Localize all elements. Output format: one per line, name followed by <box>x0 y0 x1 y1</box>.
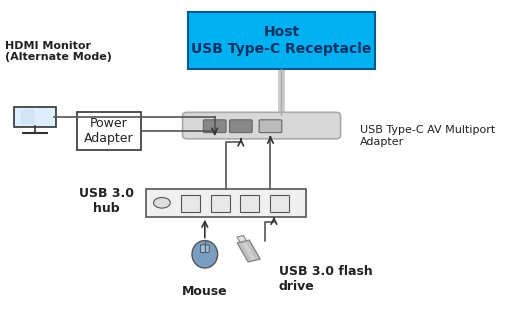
FancyBboxPatch shape <box>240 195 259 212</box>
Circle shape <box>153 197 170 208</box>
FancyBboxPatch shape <box>270 195 289 212</box>
FancyBboxPatch shape <box>76 112 141 150</box>
Polygon shape <box>237 240 260 262</box>
FancyBboxPatch shape <box>183 112 341 139</box>
Polygon shape <box>237 236 246 242</box>
FancyBboxPatch shape <box>15 107 56 127</box>
FancyBboxPatch shape <box>146 189 306 217</box>
Text: USB Type-C AV Multiport
Adapter: USB Type-C AV Multiport Adapter <box>360 125 496 147</box>
Text: Mouse: Mouse <box>182 285 228 298</box>
Text: Host
USB Type-C Receptacle: Host USB Type-C Receptacle <box>191 26 371 56</box>
FancyBboxPatch shape <box>229 120 252 133</box>
FancyBboxPatch shape <box>188 12 375 69</box>
Ellipse shape <box>192 241 218 268</box>
FancyBboxPatch shape <box>211 195 229 212</box>
FancyBboxPatch shape <box>200 245 209 252</box>
Text: USB 3.0
hub: USB 3.0 hub <box>79 187 134 215</box>
FancyBboxPatch shape <box>203 120 226 133</box>
FancyBboxPatch shape <box>181 195 200 212</box>
Text: Power
Adapter: Power Adapter <box>84 117 134 145</box>
FancyBboxPatch shape <box>259 120 282 133</box>
Text: HDMI Monitor
(Alternate Mode): HDMI Monitor (Alternate Mode) <box>5 41 112 62</box>
Text: USB 3.0 flash
drive: USB 3.0 flash drive <box>279 265 373 293</box>
Polygon shape <box>242 243 255 260</box>
